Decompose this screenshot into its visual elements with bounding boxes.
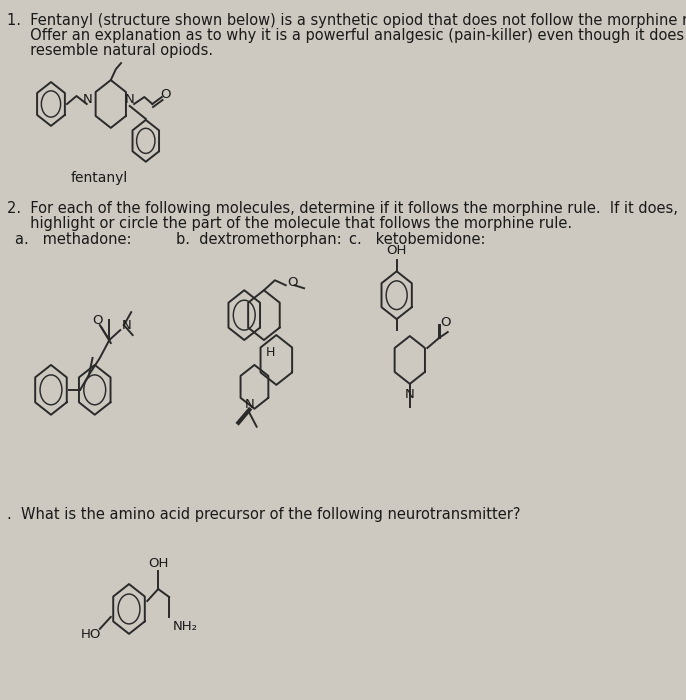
Text: c.   ketobemidone:: c. ketobemidone: bbox=[348, 232, 485, 248]
Text: N: N bbox=[244, 398, 255, 412]
Text: HO: HO bbox=[81, 629, 102, 641]
Text: OH: OH bbox=[386, 244, 407, 257]
Text: OH: OH bbox=[148, 556, 168, 570]
Text: O: O bbox=[287, 276, 298, 289]
Text: highlight or circle the part of the molecule that follows the morphine rule.: highlight or circle the part of the mole… bbox=[8, 216, 572, 230]
Text: Offer an explanation as to why it is a powerful analgesic (pain-killer) even tho: Offer an explanation as to why it is a p… bbox=[8, 28, 686, 43]
Text: b.  dextromethorphan:: b. dextromethorphan: bbox=[176, 232, 342, 248]
Text: O: O bbox=[440, 316, 451, 328]
Text: resemble natural opiods.: resemble natural opiods. bbox=[8, 43, 213, 58]
Text: N: N bbox=[82, 94, 93, 106]
Text: NH₂: NH₂ bbox=[173, 620, 198, 634]
Text: O: O bbox=[161, 88, 171, 101]
Text: H: H bbox=[265, 346, 275, 360]
Text: a.   methadone:: a. methadone: bbox=[14, 232, 131, 248]
Text: 2.  For each of the following molecules, determine if it follows the morphine ru: 2. For each of the following molecules, … bbox=[8, 201, 678, 216]
Text: N: N bbox=[125, 94, 134, 106]
Text: .  What is the amino acid precursor of the following neurotransmitter?: . What is the amino acid precursor of th… bbox=[8, 508, 521, 522]
Text: N: N bbox=[405, 389, 414, 401]
Text: 1.  Fentanyl (structure shown below) is a synthetic opiod that does not follow t: 1. Fentanyl (structure shown below) is a… bbox=[8, 13, 686, 28]
Text: N: N bbox=[121, 318, 132, 332]
Text: O: O bbox=[93, 314, 103, 327]
Text: fentanyl: fentanyl bbox=[71, 171, 128, 185]
